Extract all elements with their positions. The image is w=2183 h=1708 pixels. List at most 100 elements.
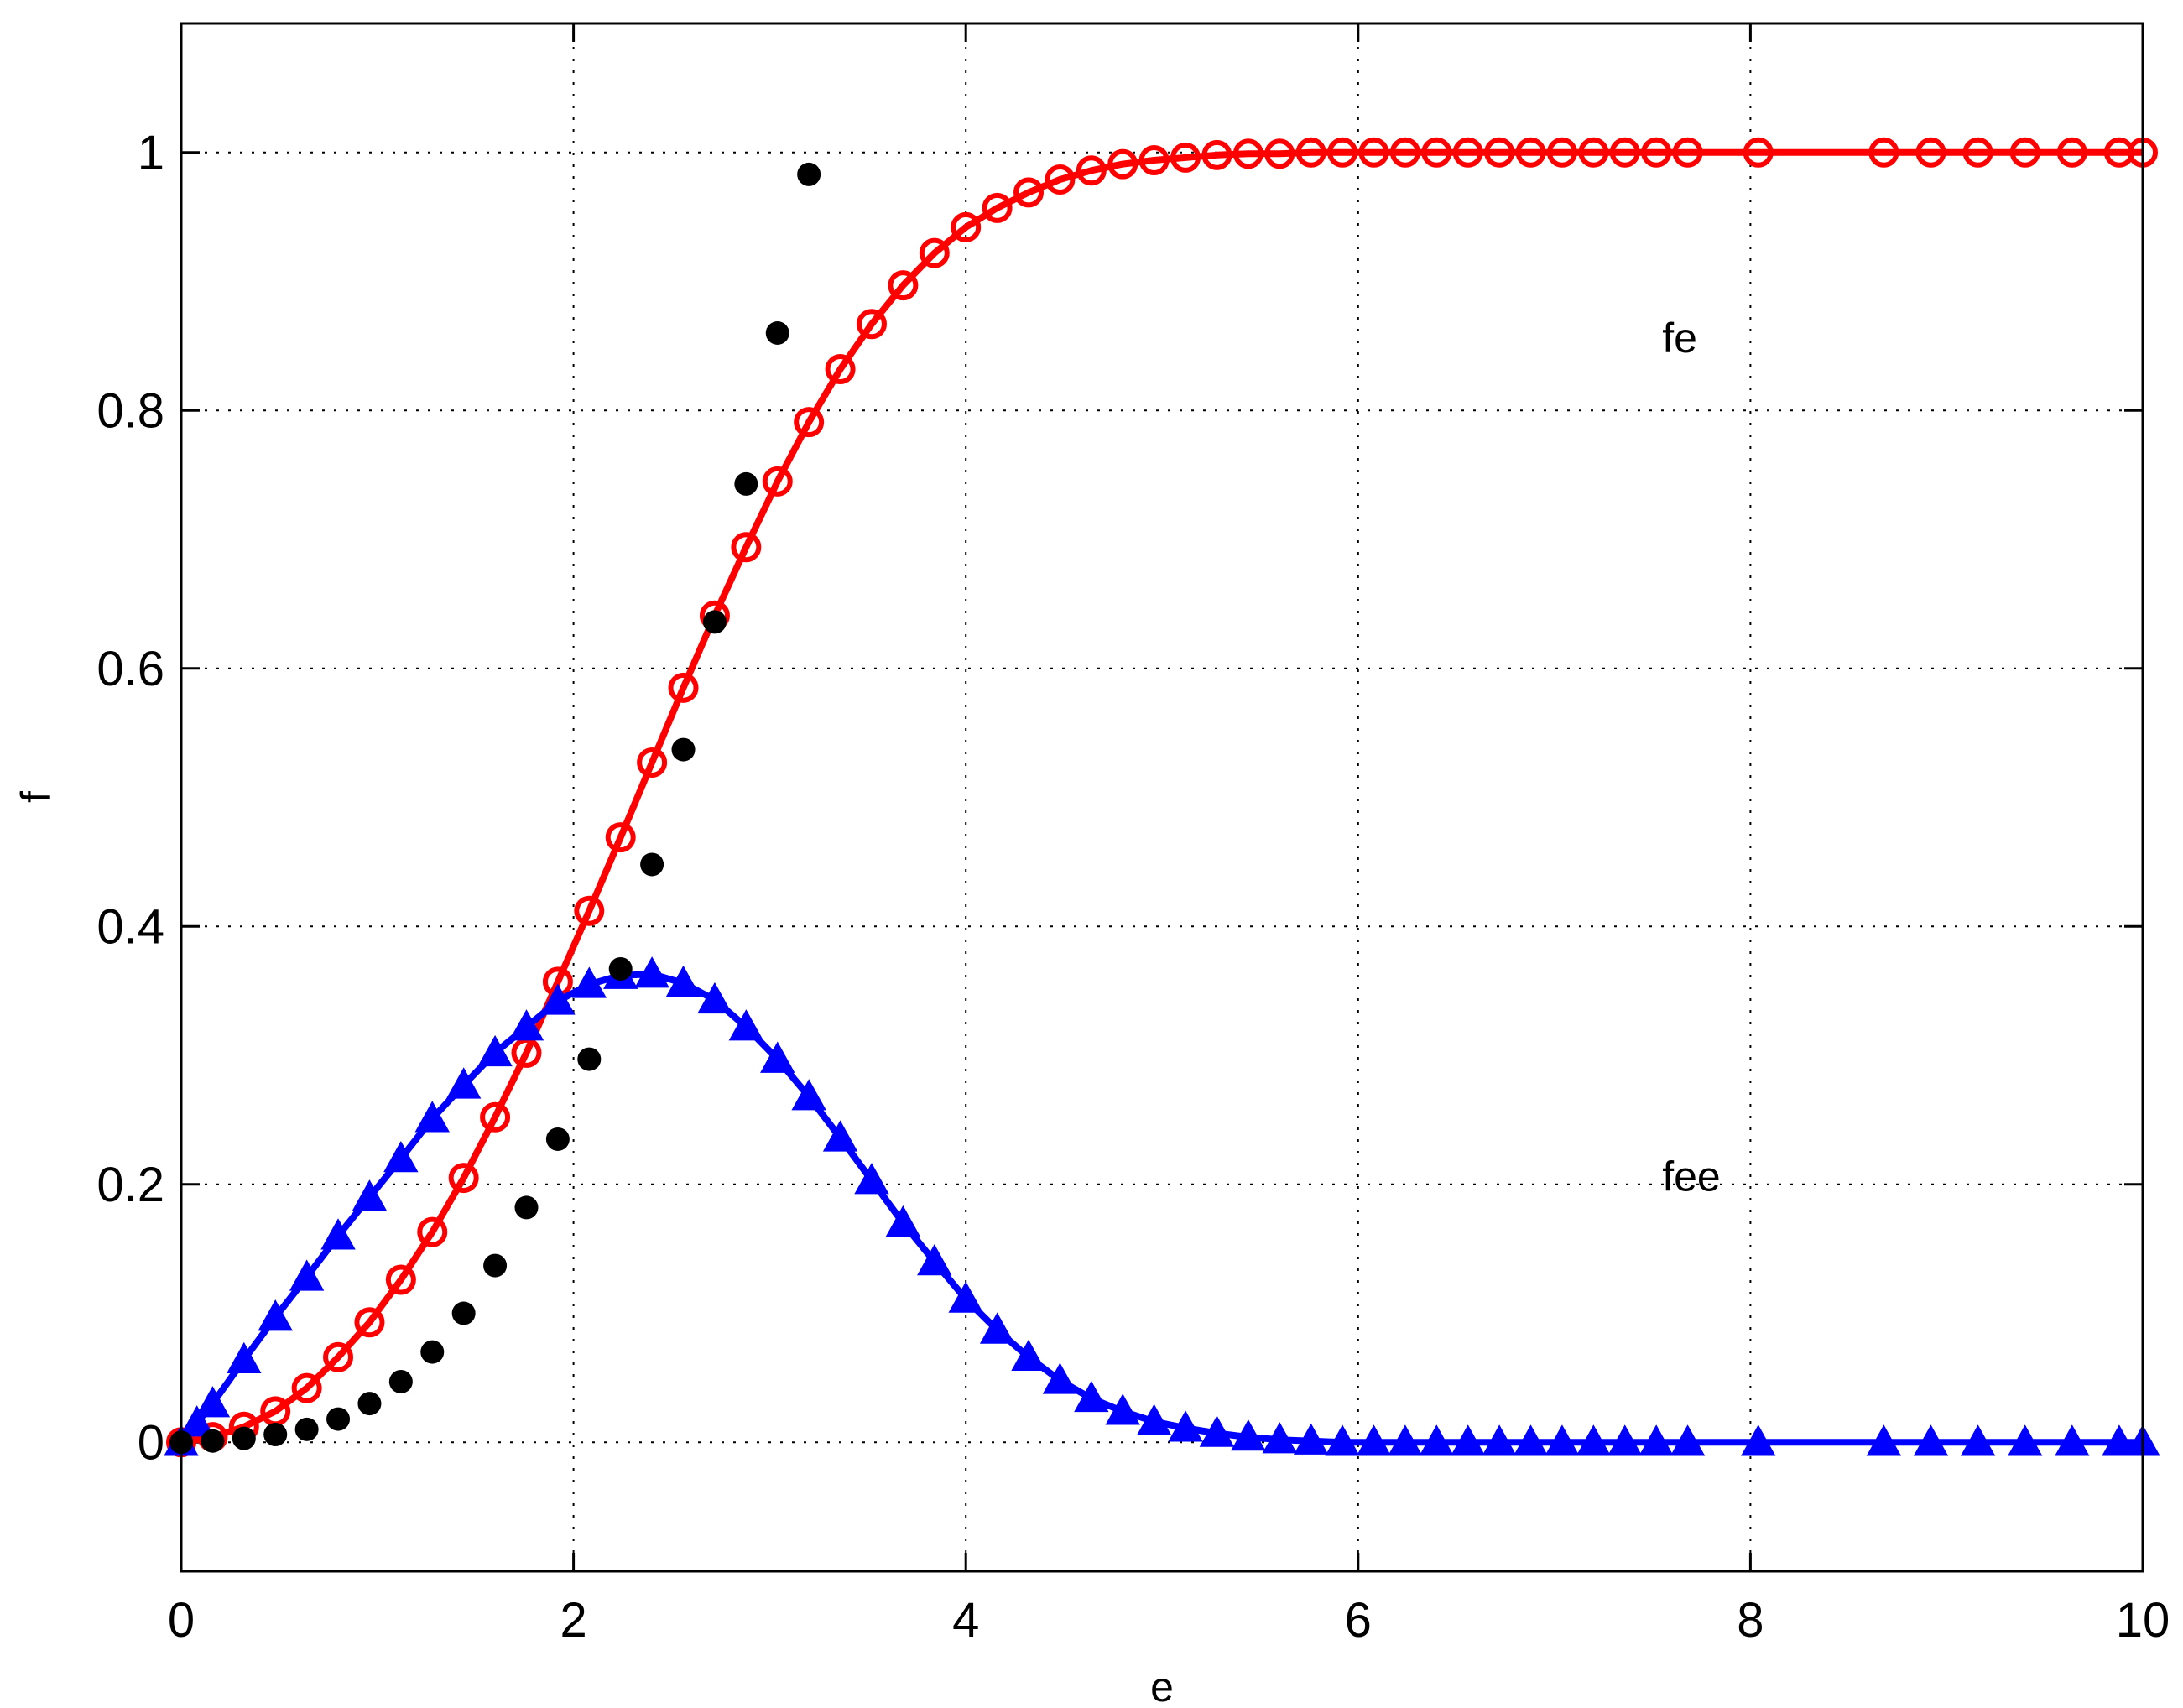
data-point: [1262, 1422, 1297, 1454]
data-point: [1201, 139, 1232, 170]
data-point: [734, 471, 758, 496]
data-point: [1136, 1403, 1172, 1435]
data-point: [195, 1386, 231, 1418]
x-tick-label: 0: [168, 1593, 195, 1648]
data-point: [1293, 1423, 1329, 1455]
data-point: [917, 1243, 952, 1276]
data-point: [1452, 137, 1483, 168]
data-point: [201, 1429, 225, 1453]
data-point: [794, 407, 825, 438]
plot-area: [181, 23, 2143, 1571]
data-point: [385, 1264, 416, 1295]
data-point: [979, 1312, 1015, 1344]
data-point: [1107, 148, 1138, 180]
data-point: [697, 982, 732, 1014]
data-point: [354, 1307, 385, 1338]
x-axis-label: e: [1150, 1664, 1174, 1708]
data-point: [1607, 1424, 1643, 1456]
data-point: [232, 1426, 256, 1450]
data-point: [483, 1253, 508, 1278]
annotation-label: fee: [1662, 1153, 1721, 1200]
annotation-label: fe: [1662, 315, 1697, 362]
data-point: [1484, 137, 1515, 168]
data-point: [420, 1340, 445, 1364]
data-point: [1672, 137, 1703, 168]
data-point: [1358, 137, 1389, 168]
x-tick-label: 4: [952, 1593, 979, 1648]
data-point: [1168, 1410, 1203, 1442]
data-point: [1913, 1424, 1949, 1456]
data-point: [448, 1163, 479, 1194]
data-point: [671, 737, 696, 762]
series-0: [166, 137, 2158, 1458]
data-point: [1546, 137, 1577, 168]
data-point: [451, 1301, 476, 1325]
data-point: [1389, 137, 1420, 168]
data-point: [885, 1205, 921, 1237]
plot-frame: [180, 22, 2144, 1573]
y-tick-label: 0.2: [96, 1158, 164, 1212]
data-point: [1962, 137, 1993, 168]
data-point: [1388, 1424, 1423, 1456]
data-point: [1960, 1424, 1996, 1456]
data-point: [1199, 1415, 1235, 1447]
data-point: [1482, 1424, 1517, 1456]
y-tick-label: 0.6: [96, 642, 164, 696]
data-point: [1866, 1424, 1902, 1456]
data-point: [1741, 1424, 1776, 1456]
data-point: [948, 1281, 983, 1313]
data-point: [797, 162, 821, 186]
data-point: [1421, 137, 1452, 168]
data-point: [822, 1120, 858, 1152]
data-point: [668, 672, 699, 703]
data-point: [982, 192, 1013, 223]
data-point: [540, 983, 576, 1015]
y-axis-label: f: [13, 791, 60, 803]
data-point: [477, 1034, 513, 1067]
data-point: [1074, 1380, 1109, 1413]
data-point: [1356, 1424, 1392, 1456]
data-point: [825, 354, 856, 385]
data-point: [180, 1405, 215, 1437]
data-point: [731, 532, 762, 563]
data-point: [227, 1341, 262, 1374]
data-point: [702, 610, 727, 634]
data-point: [480, 1101, 511, 1133]
data-point: [1105, 1393, 1140, 1425]
data-point: [1868, 137, 1899, 168]
data-point: [791, 1079, 826, 1111]
data-point: [508, 1009, 544, 1041]
data-point: [1578, 137, 1609, 168]
data-point: [1076, 155, 1107, 186]
data-point: [1325, 1424, 1360, 1456]
data-point: [1327, 137, 1358, 168]
y-tick-label: 0.8: [96, 383, 164, 438]
data-point: [1915, 137, 1946, 168]
data-point: [1515, 137, 1546, 168]
data-point: [320, 1218, 356, 1250]
data-point: [640, 852, 664, 877]
data-point: [854, 1163, 889, 1195]
data-point: [1231, 1419, 1266, 1451]
series-2: [169, 162, 821, 1455]
data-point: [289, 1259, 325, 1291]
data-point: [258, 1299, 293, 1331]
data-point: [856, 309, 887, 340]
data-point: [1138, 144, 1170, 175]
y-tick-label: 0.4: [96, 899, 164, 954]
data-point: [919, 237, 950, 268]
data-point: [357, 1392, 382, 1416]
x-tick-label: 6: [1345, 1593, 1372, 1648]
series-1: [164, 956, 2160, 1456]
data-point: [1264, 138, 1295, 169]
data-point: [2102, 1424, 2137, 1456]
data-point: [1419, 1424, 1455, 1456]
data-point: [634, 956, 669, 988]
data-point: [1042, 1362, 1078, 1394]
data-point: [951, 211, 982, 242]
series-layer: [164, 137, 2160, 1458]
data-point: [2009, 137, 2040, 168]
data-point: [2055, 1424, 2090, 1456]
data-point: [1011, 1339, 1046, 1371]
data-point: [445, 1067, 482, 1099]
